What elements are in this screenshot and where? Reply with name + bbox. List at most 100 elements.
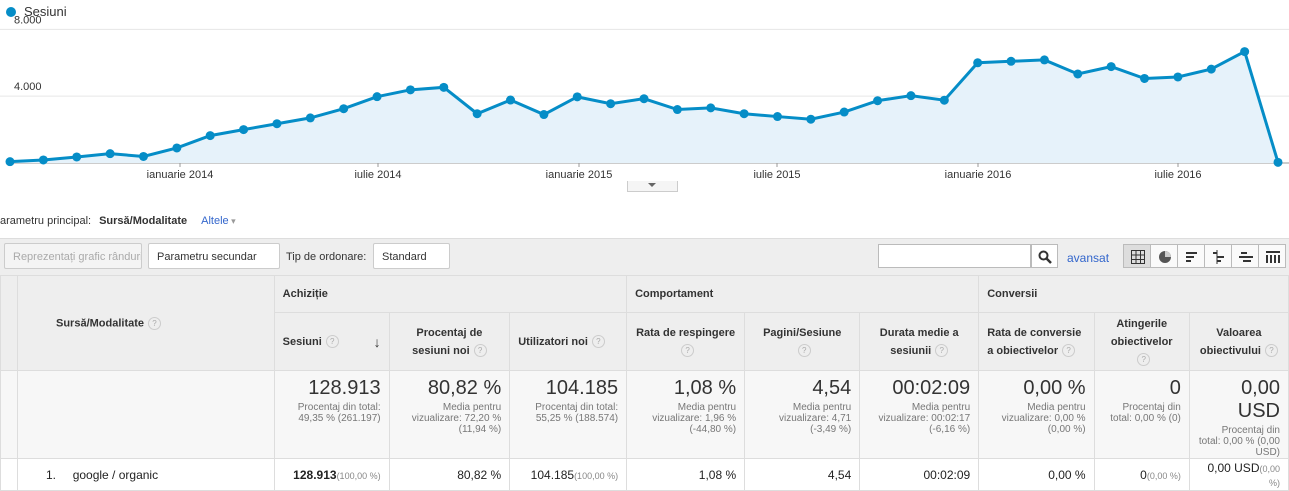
row-checkbox[interactable]	[0, 458, 18, 491]
col-goal-conversion-rate[interactable]: Rata de conversie a obiectivelor?	[978, 312, 1095, 371]
data-point[interactable]	[1273, 157, 1283, 167]
data-point[interactable]	[772, 112, 782, 122]
data-point[interactable]	[205, 131, 215, 141]
data-point[interactable]	[1240, 47, 1250, 57]
data-point[interactable]	[272, 119, 282, 129]
data-point[interactable]	[706, 103, 716, 113]
data-point[interactable]	[1140, 73, 1150, 83]
table-toolbar: Reprezentați grafic rândurile Parametru …	[0, 238, 1289, 286]
col-new-users[interactable]: Utilizatori noi?	[509, 312, 628, 371]
data-point[interactable]	[506, 95, 516, 105]
data-point[interactable]	[372, 92, 382, 102]
help-icon[interactable]: ?	[473, 344, 487, 358]
chart-legend[interactable]: Sesiuni	[6, 4, 67, 19]
totals-subtext: Procentaj din total: 49,35 % (261.197)	[297, 402, 381, 424]
totals-value: 0,00 %	[1023, 377, 1086, 399]
data-point[interactable]	[1006, 56, 1016, 66]
help-icon[interactable]: ?	[325, 335, 339, 349]
help-icon[interactable]: ?	[681, 344, 695, 358]
other-dimensions-link[interactable]: Altele	[201, 215, 236, 227]
sort-type-select[interactable]: Standard	[373, 243, 450, 286]
data-point[interactable]	[973, 58, 983, 68]
col-sessions[interactable]: Sesiuni? ↓	[273, 312, 390, 371]
data-point[interactable]	[5, 157, 15, 167]
dimension-header[interactable]: Sursă/Modalitate?	[17, 275, 275, 371]
data-point[interactable]	[305, 113, 315, 123]
view-comparison-button[interactable]	[1204, 244, 1232, 268]
primary-dimension-row: arametru principal: Sursă/Modalitate Alt…	[0, 215, 236, 227]
data-point[interactable]	[739, 109, 749, 119]
data-point[interactable]	[572, 92, 582, 102]
col-goal-value[interactable]: Valoarea obiectivului?	[1188, 312, 1289, 371]
sessions-chart: 4.000 8.000 ianuarie 2014 iulie 2014 ianuari…	[0, 14, 1289, 181]
advanced-filter-link[interactable]: avansat	[1067, 251, 1110, 265]
data-point[interactable]	[639, 94, 649, 104]
help-icon[interactable]: ?	[1062, 344, 1076, 358]
data-point[interactable]	[38, 155, 48, 165]
row-metric-value: 0,00 %	[1048, 467, 1086, 482]
data-point[interactable]	[1173, 72, 1183, 82]
data-point[interactable]	[806, 114, 816, 124]
row-source-link[interactable]: google / organic	[72, 467, 159, 482]
data-point[interactable]	[138, 151, 148, 161]
data-point[interactable]	[405, 85, 415, 95]
col-new-sessions-pct[interactable]: Procentaj de sesiuni noi?	[388, 312, 511, 371]
data-point[interactable]	[1206, 64, 1216, 74]
help-icon[interactable]: ?	[1137, 353, 1151, 367]
plot-rows-button[interactable]: Reprezentați grafic rândurile	[4, 243, 142, 269]
help-icon[interactable]: ?	[591, 335, 605, 349]
primary-dimension-current: Sursă/Modalitate	[99, 215, 188, 227]
view-pivot-button[interactable]	[1258, 244, 1286, 268]
totals-subtext: Procentaj din total: 0,00 % (0)	[1110, 402, 1181, 424]
chart-expand-toggle[interactable]	[627, 181, 678, 192]
data-point[interactable]	[1073, 69, 1083, 79]
data-point[interactable]	[606, 99, 616, 109]
data-point[interactable]	[239, 125, 249, 135]
totals-value: 80,82 %	[427, 377, 502, 399]
col-label: Pagini/Sesiune	[763, 326, 842, 339]
data-point[interactable]	[105, 149, 115, 159]
help-icon[interactable]: ?	[148, 316, 162, 330]
col-label: Rata de respingere	[636, 326, 736, 339]
row-dimension-cell: 1. google / organic	[17, 458, 275, 491]
data-point[interactable]	[339, 104, 349, 114]
select-all-cell[interactable]	[0, 275, 18, 371]
data-point[interactable]	[873, 96, 883, 106]
table-search-input[interactable]	[878, 244, 1031, 268]
x-tick-label: iulie 2015	[753, 169, 800, 181]
col-bounce-rate[interactable]: Rata de respingere?	[626, 312, 746, 371]
table-row[interactable]: 1. google / organic 128.913(100,00 %) 80,…	[0, 458, 1289, 491]
data-point[interactable]	[472, 109, 482, 119]
data-point[interactable]	[72, 152, 82, 162]
view-pie-button[interactable]	[1150, 244, 1178, 268]
totals-subtext: Media pentru vizualizare: 72,20 % (11,94…	[411, 402, 502, 435]
secondary-dimension-select[interactable]: Parametru secundar	[148, 243, 280, 286]
view-performance-button[interactable]	[1177, 244, 1205, 268]
totals-subtext: Media pentru vizualizare: 1,96 % (-44,80…	[652, 402, 737, 435]
data-point[interactable]	[1039, 55, 1049, 65]
data-point[interactable]	[1106, 62, 1116, 72]
help-icon[interactable]: ?	[1264, 344, 1278, 358]
search-button[interactable]	[1031, 244, 1058, 268]
data-point[interactable]	[672, 105, 682, 115]
view-table-button[interactable]	[1123, 244, 1151, 268]
col-pages-per-session[interactable]: Pagini/Sesiune?	[744, 312, 861, 371]
view-switcher	[1123, 244, 1286, 268]
data-point[interactable]	[906, 91, 916, 101]
data-point[interactable]	[172, 143, 182, 153]
col-label: Durata medie a sesiunii	[879, 326, 959, 357]
data-point[interactable]	[539, 110, 549, 120]
row-metric-value: 0	[1140, 467, 1147, 482]
totals-value: 4,54	[812, 377, 852, 399]
data-point[interactable]	[439, 82, 449, 92]
help-icon[interactable]: ?	[797, 344, 811, 358]
data-point[interactable]	[939, 95, 949, 105]
row-metric-percent: (0,00 %)	[1259, 463, 1280, 488]
view-term-cloud-button[interactable]	[1231, 244, 1259, 268]
col-avg-session-duration[interactable]: Durata medie a sesiunii?	[859, 312, 980, 371]
help-icon[interactable]: ?	[935, 344, 949, 358]
col-goal-completions[interactable]: Atingerile obiectivelor?	[1093, 312, 1190, 371]
data-point[interactable]	[839, 107, 849, 117]
totals-cell: 0,00 % Media pentru vizualizare: 0,00 % (…	[978, 370, 1095, 459]
totals-value: 1,08 %	[673, 377, 737, 399]
